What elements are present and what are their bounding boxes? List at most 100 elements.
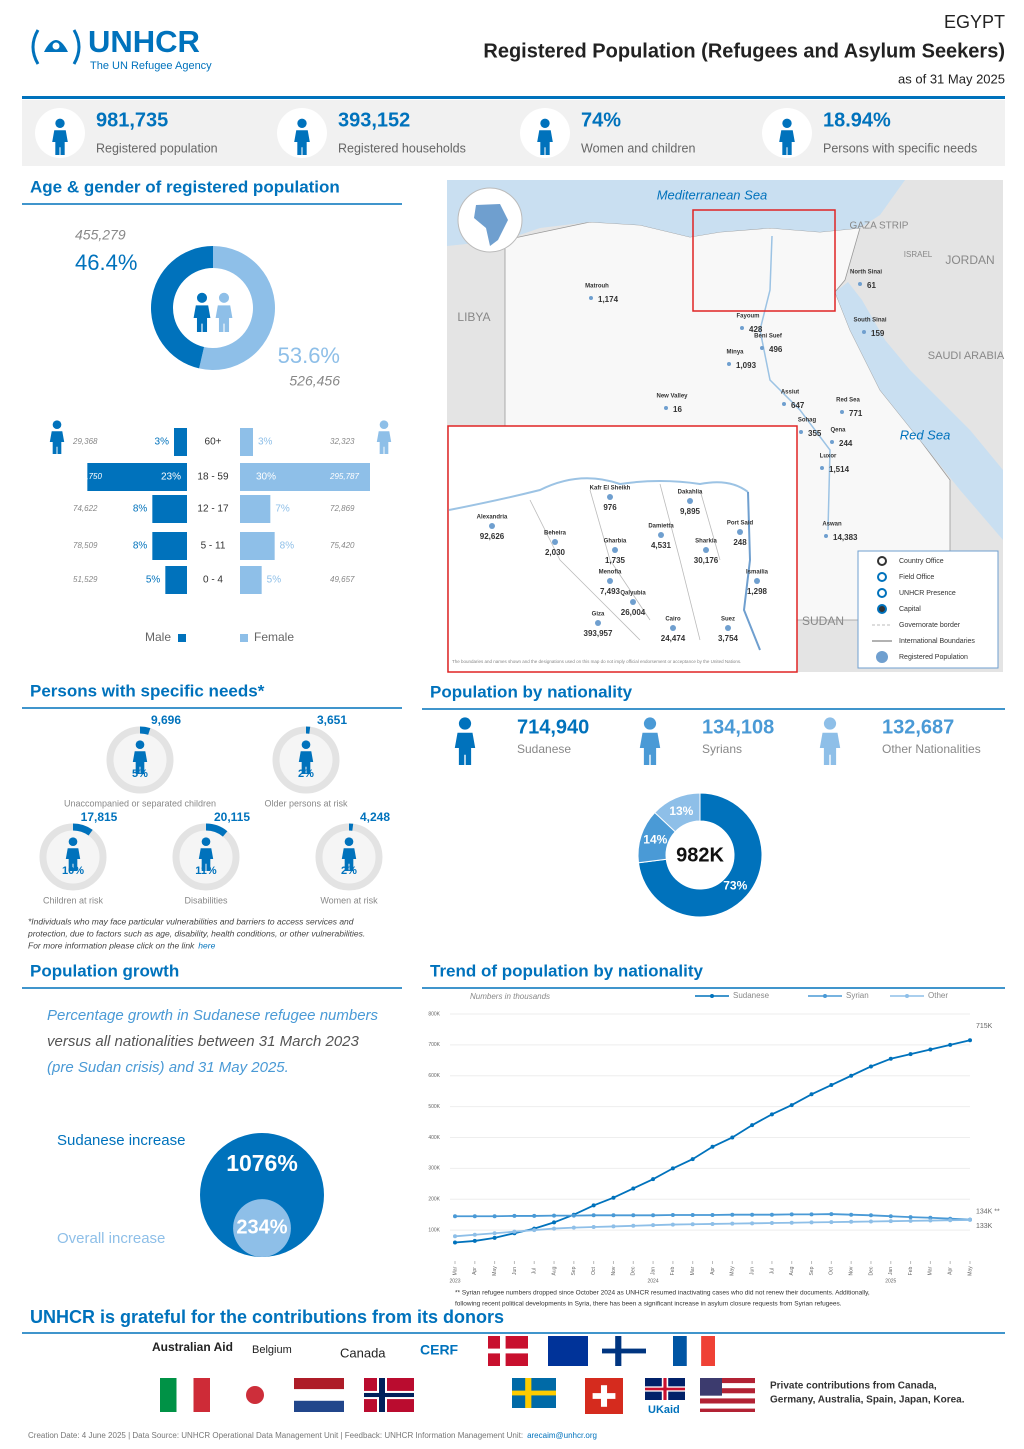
section-title: Age & gender of registered population — [30, 177, 340, 196]
x-tick-label: Nov — [611, 1266, 617, 1275]
pyramid-label: 3% — [155, 437, 170, 448]
legend-label: Male — [145, 630, 171, 644]
x-tick-label: Mar — [928, 1266, 934, 1275]
map-point — [820, 466, 824, 470]
pyramid-label: 5% — [267, 575, 282, 586]
female-icon — [376, 420, 392, 454]
map-point-name: Minya — [726, 350, 744, 356]
donor-logo: Belgium — [252, 1344, 292, 1356]
series-marker — [472, 1214, 477, 1219]
map-point-value: 355 — [808, 429, 822, 438]
map-point — [664, 406, 668, 410]
legend-swatch — [178, 634, 186, 642]
map-point-name: Qalyubia — [620, 591, 646, 597]
need-label: Women at risk — [320, 895, 378, 905]
need-icon — [298, 740, 314, 774]
x-tick-label: May — [492, 1266, 498, 1276]
map-point — [552, 539, 558, 545]
x-tick-label: Sep — [809, 1266, 815, 1275]
end-label: 133K — [976, 1223, 993, 1230]
footnote-link[interactable]: here — [198, 940, 215, 950]
age-group: 5 - 11 — [201, 541, 226, 552]
map-label: SAUDI ARABIA — [928, 350, 1005, 362]
flag-part — [701, 1336, 715, 1366]
legend-symbol — [877, 556, 887, 566]
series-marker — [611, 1195, 616, 1200]
pyramid-bar — [240, 495, 271, 523]
kpi-label: Registered population — [96, 141, 218, 155]
pyramid-count: 295,787 — [329, 472, 359, 481]
flag-part — [700, 1398, 755, 1404]
need-percent: 5% — [132, 768, 148, 780]
flag-part — [700, 1378, 722, 1396]
need-label: Unaccompanied or separated children — [64, 798, 216, 808]
donut-count: 455,279 — [75, 227, 126, 243]
x-tick-label: Aug — [789, 1266, 795, 1275]
x-tick-label: Oct — [829, 1267, 835, 1275]
donor-flag — [585, 1378, 623, 1414]
map-legend-label: International Boundaries — [899, 638, 975, 645]
map-point-value: 393,957 — [584, 629, 613, 638]
donut-icon — [215, 292, 233, 332]
nationality-value: 132,687 — [882, 716, 954, 738]
series-marker — [710, 1144, 715, 1149]
map-legend-label: UNHCR Presence — [899, 590, 956, 597]
pyramid-label: 8% — [133, 504, 148, 515]
donut-label: 14% — [643, 833, 667, 847]
icon-head — [201, 837, 211, 847]
section-title: Persons with specific needs* — [30, 681, 265, 700]
map-label: GAZA STRIP — [850, 221, 909, 232]
footnote: ** Syrian refugee numbers dropped since … — [455, 1290, 870, 1297]
icon-head — [823, 717, 837, 730]
need-count: 4,248 — [360, 810, 390, 824]
icon-body — [639, 732, 661, 765]
legend-symbol — [877, 572, 887, 582]
icon-head — [68, 837, 78, 847]
map-point — [658, 532, 664, 538]
need-count: 9,696 — [151, 713, 181, 727]
series-marker — [631, 1213, 636, 1218]
map-point-value: 2,030 — [545, 548, 566, 557]
map-point — [725, 625, 731, 631]
series-marker — [809, 1212, 814, 1217]
series-marker — [710, 1212, 715, 1217]
x-tick-label: Jul — [769, 1268, 775, 1274]
series-marker — [789, 1220, 794, 1225]
map-point-name: Kafr El Sheikh — [590, 486, 631, 492]
map-point-value: 647 — [791, 401, 805, 410]
need-percent: 11% — [195, 865, 217, 877]
series-marker — [611, 1213, 616, 1218]
icon-head — [643, 717, 657, 730]
series-marker — [730, 1221, 735, 1226]
icon-head — [540, 118, 550, 128]
map-point-value: 14,383 — [833, 533, 858, 542]
map-point-name: Damietta — [648, 524, 674, 530]
year-label: 2025 — [885, 1278, 896, 1284]
map-point-name: Menofia — [599, 570, 622, 576]
logo-emblem — [31, 29, 81, 65]
kpi-value: 18.94% — [823, 109, 891, 131]
series-marker — [591, 1225, 596, 1230]
map-point-name: Luxor — [820, 454, 837, 460]
flag-part — [700, 1388, 755, 1394]
map-point-value: 244 — [839, 439, 853, 448]
series-marker — [829, 1212, 834, 1217]
icon-body — [454, 732, 476, 765]
pyramid-bar — [152, 532, 187, 560]
map-point-value: 7,493 — [600, 587, 621, 596]
series-marker — [948, 1042, 953, 1047]
end-label: 715K — [976, 1023, 993, 1030]
x-tick-label: Dec — [631, 1266, 637, 1275]
map-point-value: 16 — [673, 405, 682, 414]
email-link[interactable]: arecaim@unhcr.org — [527, 1431, 597, 1440]
map-point-name: Fayoum — [736, 314, 759, 320]
kpi-label: Women and children — [581, 141, 695, 155]
legend-symbol — [877, 588, 887, 598]
end-label: 134K ** — [976, 1208, 1000, 1215]
series-marker — [532, 1228, 537, 1233]
map-point-name: North Sinai — [850, 270, 882, 276]
map-point — [489, 523, 495, 529]
donut-segment — [654, 792, 701, 833]
